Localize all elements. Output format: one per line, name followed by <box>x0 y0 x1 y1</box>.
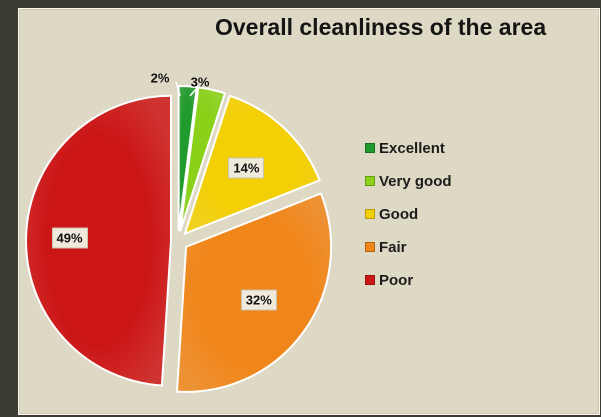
legend-label: Very good <box>379 172 452 190</box>
legend-swatch <box>365 242 375 252</box>
legend-label: Good <box>379 205 419 223</box>
leader-line <box>189 88 197 97</box>
legend-label: Fair <box>379 238 407 256</box>
data-label-fair: 32% <box>240 289 277 311</box>
data-label-poor: 49% <box>51 227 88 249</box>
pie-slice-very-good <box>179 86 227 232</box>
data-label-very-good: 3% <box>190 74 210 90</box>
pie-slice-poor <box>25 94 173 387</box>
legend-label: Poor <box>379 271 414 289</box>
legend-item-poor: Poor <box>365 269 452 291</box>
data-label-excellent: 2% <box>150 70 170 86</box>
legend-label: Excellent <box>379 139 445 157</box>
legend-item-good: Good <box>365 203 452 225</box>
pie-slice-excellent <box>177 85 198 232</box>
legend-swatch <box>365 143 375 153</box>
data-label-good: 14% <box>228 157 265 179</box>
legend-swatch <box>365 209 375 219</box>
legend-swatch <box>365 275 375 285</box>
leader-line <box>175 81 181 97</box>
legend-swatch <box>365 176 375 186</box>
legend-item-excellent: Excellent <box>365 137 452 159</box>
legend-item-fair: Fair <box>365 236 452 258</box>
legend-item-very-good: Very good <box>365 170 452 192</box>
chart-title: Overall cleanliness of the area <box>215 14 547 40</box>
legend: Excellent Very good Good Fair Poor <box>365 137 452 302</box>
